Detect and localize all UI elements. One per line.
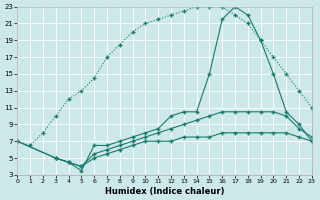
X-axis label: Humidex (Indice chaleur): Humidex (Indice chaleur) — [105, 187, 224, 196]
